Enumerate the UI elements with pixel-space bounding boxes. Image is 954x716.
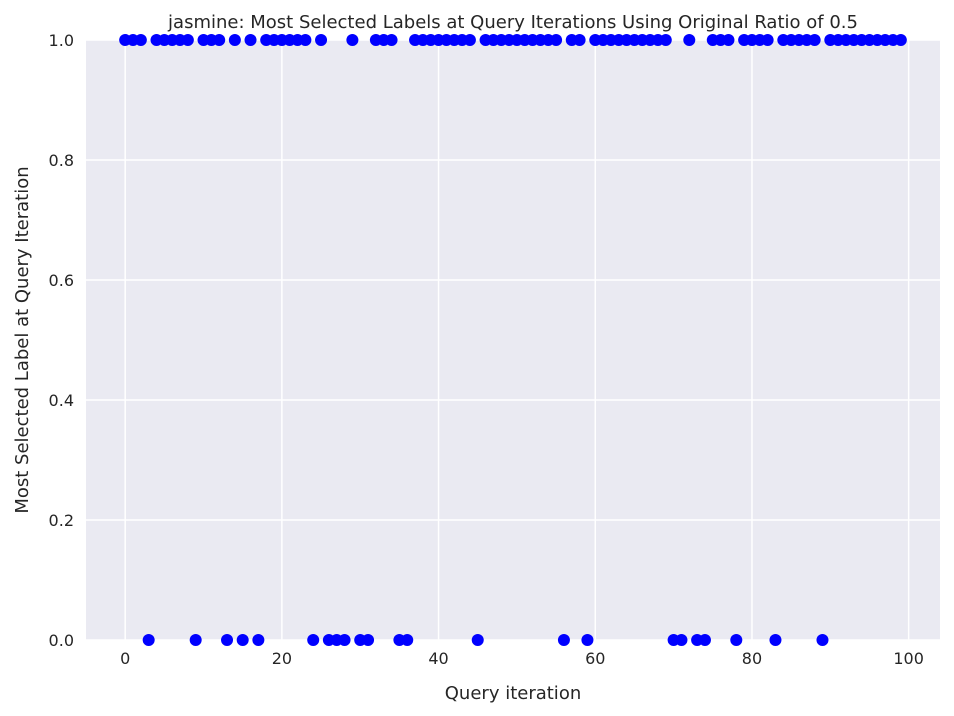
data-point xyxy=(894,34,907,46)
y-tick-label: 0.4 xyxy=(49,391,74,410)
x-tick-labels: 0 20 40 60 80 100 xyxy=(120,649,924,668)
data-point xyxy=(134,34,147,46)
data-point xyxy=(236,634,249,646)
data-point xyxy=(769,634,782,646)
data-point xyxy=(401,634,414,646)
data-point xyxy=(573,34,586,46)
data-point xyxy=(244,34,257,46)
x-tick-label: 60 xyxy=(585,649,605,668)
y-tick-label: 0.2 xyxy=(49,511,74,530)
data-point xyxy=(659,34,672,46)
data-point xyxy=(550,34,563,46)
data-point xyxy=(808,34,821,46)
data-point xyxy=(181,34,194,46)
y-tick-label: 0.8 xyxy=(49,151,74,170)
data-point xyxy=(142,634,155,646)
data-point xyxy=(698,634,711,646)
data-point xyxy=(213,34,226,46)
data-point xyxy=(730,634,743,646)
data-point xyxy=(557,634,570,646)
x-tick-label: 40 xyxy=(428,649,448,668)
data-point xyxy=(471,634,484,646)
x-tick-label: 80 xyxy=(742,649,762,668)
data-point xyxy=(346,34,359,46)
data-point xyxy=(221,634,234,646)
y-tick-label: 1.0 xyxy=(49,31,74,50)
data-point xyxy=(189,634,202,646)
y-axis-title: Most Selected Label at Query Iteration xyxy=(12,166,33,513)
x-tick-label: 20 xyxy=(272,649,292,668)
y-tick-labels: 0.0 0.2 0.4 0.6 0.8 1.0 xyxy=(49,31,74,650)
x-axis-title: Query iteration xyxy=(445,683,581,704)
y-tick-label: 0.6 xyxy=(49,271,74,290)
data-point xyxy=(307,634,320,646)
data-point xyxy=(463,34,476,46)
data-point xyxy=(228,34,241,46)
y-tick-label: 0.0 xyxy=(49,631,74,650)
data-points xyxy=(119,34,907,646)
data-point xyxy=(683,34,696,46)
data-point xyxy=(761,34,774,46)
data-point xyxy=(252,634,265,646)
data-point xyxy=(581,634,594,646)
data-point xyxy=(675,634,688,646)
data-point xyxy=(315,34,328,46)
x-tick-label: 0 xyxy=(120,649,130,668)
data-point xyxy=(338,634,351,646)
plot-background xyxy=(86,40,940,640)
data-point xyxy=(816,634,829,646)
x-tick-label: 100 xyxy=(893,649,924,668)
chart-title: jasmine: Most Selected Labels at Query I… xyxy=(167,12,858,33)
data-point xyxy=(299,34,312,46)
data-point xyxy=(362,634,375,646)
data-point xyxy=(722,34,735,46)
data-point xyxy=(385,34,398,46)
